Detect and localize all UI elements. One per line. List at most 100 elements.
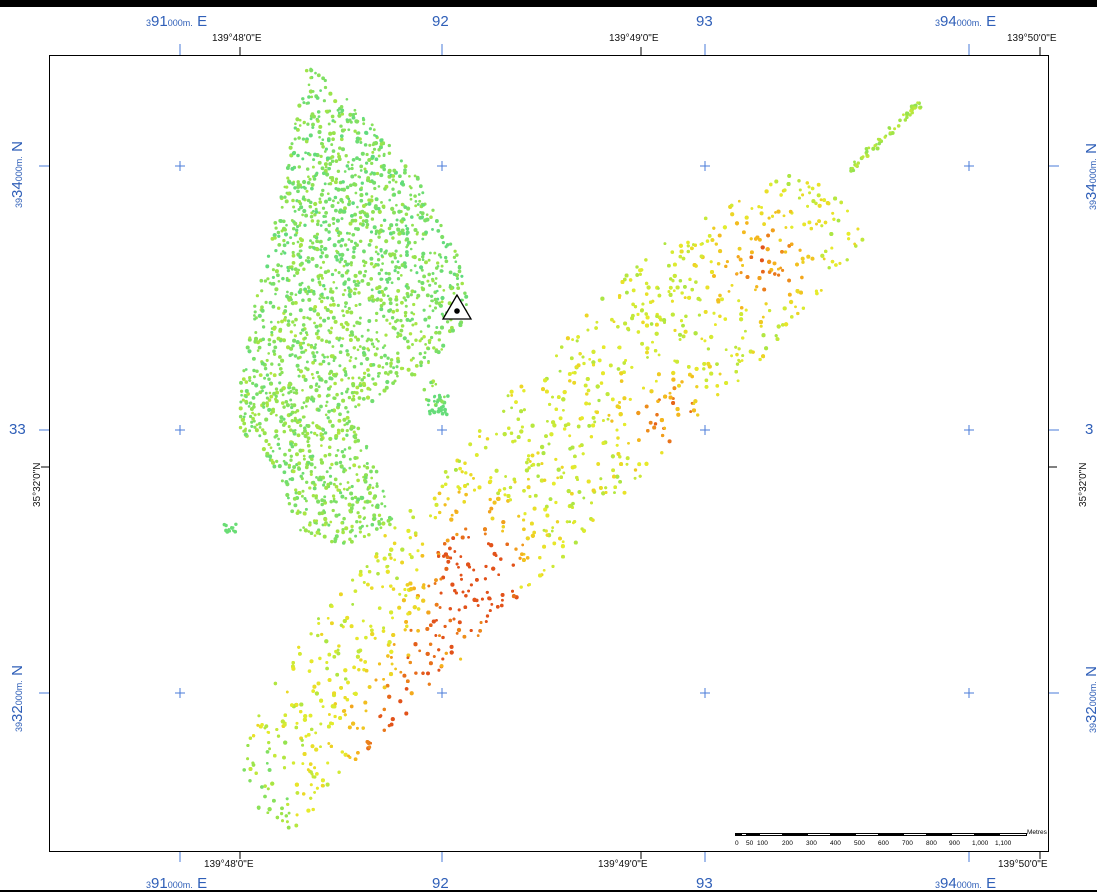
survey-point	[323, 270, 328, 275]
survey-point	[375, 172, 379, 176]
survey-point	[712, 274, 716, 278]
survey-point	[403, 168, 407, 172]
survey-point	[653, 349, 658, 353]
survey-point	[853, 160, 856, 164]
survey-point	[617, 294, 622, 298]
survey-point	[329, 309, 334, 314]
survey-point	[460, 577, 463, 581]
survey-point	[416, 549, 420, 553]
survey-point	[519, 384, 524, 389]
survey-point	[336, 449, 340, 452]
utm-northing-right-34: 3934000m. N	[1083, 143, 1097, 210]
survey-point	[919, 105, 923, 109]
survey-point	[270, 333, 274, 337]
survey-point	[327, 122, 331, 126]
survey-point	[301, 157, 305, 161]
survey-point	[403, 310, 408, 315]
survey-point	[256, 349, 260, 352]
survey-point	[426, 279, 430, 283]
survey-point	[389, 358, 394, 362]
survey-point	[339, 134, 344, 138]
survey-point	[363, 260, 368, 265]
survey-point	[342, 281, 347, 286]
survey-point	[382, 218, 387, 223]
survey-point	[309, 472, 313, 476]
survey-point	[443, 542, 447, 546]
survey-point	[320, 276, 324, 280]
survey-point	[364, 161, 369, 165]
triangle-point-marker[interactable]	[441, 293, 473, 320]
survey-point	[310, 454, 315, 459]
survey-point	[285, 797, 289, 801]
survey-point	[428, 642, 433, 646]
survey-point	[429, 623, 433, 627]
survey-point	[409, 197, 413, 201]
survey-point	[299, 221, 302, 225]
survey-point	[402, 296, 406, 300]
survey-point	[530, 423, 535, 428]
survey-point	[246, 743, 250, 748]
survey-point	[797, 179, 801, 183]
survey-point	[347, 167, 351, 171]
survey-point	[405, 339, 410, 344]
survey-point	[355, 473, 359, 476]
survey-point	[294, 725, 299, 730]
survey-point	[277, 279, 281, 283]
survey-point	[260, 289, 264, 293]
survey-point	[345, 97, 349, 101]
survey-point	[306, 440, 310, 444]
survey-point	[321, 171, 326, 176]
survey-point	[268, 300, 273, 305]
utm-easting-bottom-91: 391000m. E	[146, 875, 208, 892]
survey-point	[290, 703, 294, 707]
survey-point	[373, 382, 378, 387]
survey-point	[709, 334, 714, 340]
utm-northing-right-32: 3932000m. N	[1083, 666, 1097, 733]
survey-point	[341, 530, 345, 535]
survey-point	[472, 568, 476, 572]
survey-point	[261, 389, 264, 393]
survey-point	[295, 511, 300, 516]
survey-point	[796, 311, 800, 316]
survey-point	[483, 527, 487, 532]
survey-point	[360, 151, 365, 156]
survey-point	[266, 277, 270, 281]
survey-point	[305, 431, 310, 436]
survey-point	[562, 408, 565, 412]
survey-point	[801, 260, 805, 264]
survey-point	[466, 482, 470, 486]
survey-point	[264, 439, 269, 443]
survey-point	[248, 429, 252, 433]
survey-point	[670, 312, 675, 317]
survey-point	[637, 438, 641, 442]
survey-point	[354, 191, 358, 195]
scale-label: 800	[926, 840, 937, 847]
survey-point	[730, 212, 735, 217]
survey-point	[409, 193, 413, 197]
survey-point	[757, 205, 761, 209]
survey-point	[295, 228, 299, 232]
survey-point	[672, 273, 677, 278]
survey-point	[329, 520, 333, 524]
survey-point	[303, 377, 308, 382]
survey-point	[328, 436, 333, 441]
survey-point	[396, 271, 400, 274]
survey-point	[241, 398, 245, 402]
survey-point	[405, 317, 410, 322]
survey-point	[349, 213, 354, 218]
survey-point	[308, 307, 313, 312]
survey-point	[391, 174, 396, 178]
survey-point	[871, 146, 876, 151]
survey-point	[409, 555, 414, 560]
survey-point	[319, 437, 324, 442]
survey-point	[806, 254, 811, 259]
survey-point	[735, 352, 739, 357]
survey-point	[335, 672, 340, 677]
survey-point	[367, 485, 372, 489]
survey-point	[368, 143, 372, 147]
scale-label: 300	[806, 840, 817, 847]
survey-point	[777, 267, 780, 271]
survey-point	[829, 231, 834, 237]
survey-point	[293, 233, 297, 237]
survey-point	[312, 209, 315, 213]
